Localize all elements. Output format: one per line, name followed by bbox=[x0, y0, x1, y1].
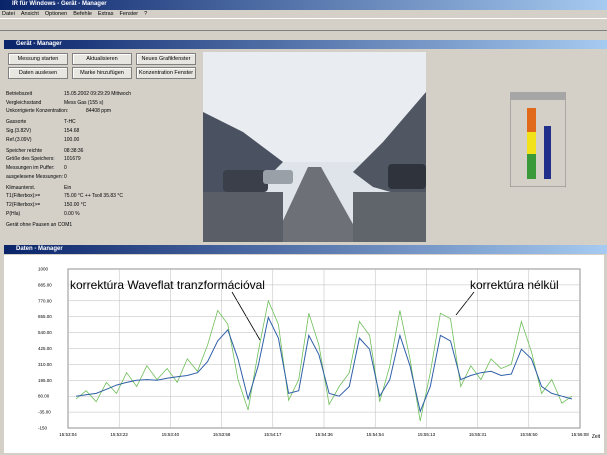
y-tick-label: 655.00 bbox=[38, 314, 52, 319]
info-value: 0 bbox=[64, 165, 67, 171]
info-label: Gerät ohne Pausen an COM1 bbox=[6, 222, 72, 228]
window-title: Gerät - Manager bbox=[4, 40, 607, 49]
info-label: Speicher reichte bbox=[6, 148, 42, 154]
button[interactable]: Daten auslesen bbox=[8, 67, 68, 79]
info-value: Ein bbox=[64, 185, 71, 191]
x-tick-label: 15:56:08 bbox=[571, 432, 589, 437]
info-value: 08:38:36 bbox=[64, 148, 83, 154]
app-title: IR für Windows - Gerät - Manager bbox=[12, 1, 107, 7]
x-tick-label: 15:54:54 bbox=[366, 432, 384, 437]
menu-item[interactable]: Befehle bbox=[73, 10, 92, 18]
x-tick-label: 15:53:04 bbox=[59, 432, 77, 437]
info-value: 15.05.2002 09:29:29 Mittwoch bbox=[64, 91, 131, 97]
y-tick-label: -150 bbox=[38, 426, 48, 431]
y-tick-label: 885.00 bbox=[38, 282, 52, 287]
info-label: Betriebszeit bbox=[6, 91, 32, 97]
y-tick-label: 310.00 bbox=[38, 362, 52, 367]
menu-item[interactable]: Fenster bbox=[119, 10, 138, 18]
level-meter bbox=[510, 92, 566, 187]
info-value: 150.00 °C bbox=[64, 202, 86, 208]
x-axis-label: Zeit bbox=[592, 434, 601, 440]
y-tick-label: -35.00 bbox=[38, 410, 51, 415]
app: IR für Windows - Gerät - Manager Datei An… bbox=[0, 0, 607, 455]
menu-item[interactable]: Datei bbox=[2, 10, 15, 18]
info-label: Vergleichsstand bbox=[6, 100, 41, 106]
annotation: korrektúra Waveflat tranzformációval bbox=[70, 278, 265, 292]
x-tick-label: 15:55:31 bbox=[469, 432, 487, 437]
button[interactable]: Aktualisieren bbox=[72, 53, 132, 65]
x-tick-label: 15:55:13 bbox=[418, 432, 436, 437]
info-label: T2(Filterbox)>= bbox=[6, 202, 40, 208]
button[interactable]: Neues Grafikfenster bbox=[136, 53, 196, 65]
info-label: Unkorrigierte Konzentration: bbox=[6, 108, 68, 114]
y-tick-label: 195.00 bbox=[38, 378, 52, 383]
y-tick-label: 1000 bbox=[38, 267, 49, 272]
x-tick-label: 15:54:36 bbox=[315, 432, 333, 437]
info-label: P(Hla) bbox=[6, 211, 20, 217]
info-value: Mess Gas (155 s) bbox=[64, 100, 103, 106]
button[interactable]: Marke hinzufügen bbox=[72, 67, 132, 79]
menu-item[interactable]: Extras bbox=[98, 10, 114, 18]
y-tick-label: 770.00 bbox=[38, 298, 52, 303]
info-value: 0 bbox=[64, 174, 67, 180]
x-tick-label: 15:54:17 bbox=[264, 432, 282, 437]
menu-bar: Datei Ansicht Optionen Befehle Extras Fenster… bbox=[2, 10, 147, 18]
info-value: 0.00 % bbox=[64, 211, 80, 217]
info-value: 100.00 bbox=[64, 137, 79, 143]
annotation: korrektúra nélkül bbox=[470, 278, 559, 292]
info-value: 101679 bbox=[64, 156, 81, 162]
x-tick-label: 15:53:22 bbox=[110, 432, 128, 437]
device-window-title: Gerät - Manager bbox=[16, 41, 62, 47]
info-value: 84408 ppm bbox=[86, 108, 111, 114]
window-title: Daten - Manager bbox=[4, 245, 607, 254]
x-tick-label: 15:55:50 bbox=[520, 432, 538, 437]
camera-image bbox=[203, 52, 426, 242]
chart: -150 -35.00 80.00 195.00 310.00 425.00 540.00 6… bbox=[4, 255, 604, 453]
x-tick-label: 15:53:58 bbox=[213, 432, 231, 437]
info-value: 154.68 bbox=[64, 128, 79, 134]
title-bar: IR für Windows - Gerät - Manager bbox=[0, 0, 607, 10]
y-tick-label: 540.00 bbox=[38, 330, 52, 335]
info-label: Gassorte bbox=[6, 119, 26, 125]
info-value: T-HC bbox=[64, 119, 76, 125]
info-label: Messungen im Puffer: bbox=[6, 165, 55, 171]
y-tick-label: 80.00 bbox=[38, 394, 50, 399]
menu-item[interactable]: Ansicht bbox=[21, 10, 39, 18]
toolbar bbox=[0, 18, 607, 31]
menu-item[interactable]: ? bbox=[144, 10, 147, 18]
y-tick-label: 425.00 bbox=[38, 346, 52, 351]
menu-item[interactable]: Optionen bbox=[45, 10, 67, 18]
info-label: Größe des Speichers: bbox=[6, 156, 55, 162]
info-label: ausgelesene Messungen: bbox=[6, 174, 63, 180]
info-label: T1(Filterbox)>= bbox=[6, 193, 40, 199]
info-value: 75.00 °C ++ Tsoll 35.83 °C bbox=[64, 193, 123, 199]
data-window-title: Daten - Manager bbox=[16, 246, 63, 252]
button[interactable]: Konzentration Fenster bbox=[136, 67, 196, 79]
x-tick-label: 15:53:40 bbox=[162, 432, 180, 437]
info-label: Klimaunterst. bbox=[6, 185, 35, 191]
info-label: Ref.(3.09V) bbox=[6, 137, 32, 143]
info-label: Sig.(3.82V) bbox=[6, 128, 31, 134]
device-panel: Messung starten Aktualisieren Neues Grafik… bbox=[4, 49, 200, 244]
button[interactable]: Messung starten bbox=[8, 53, 68, 65]
